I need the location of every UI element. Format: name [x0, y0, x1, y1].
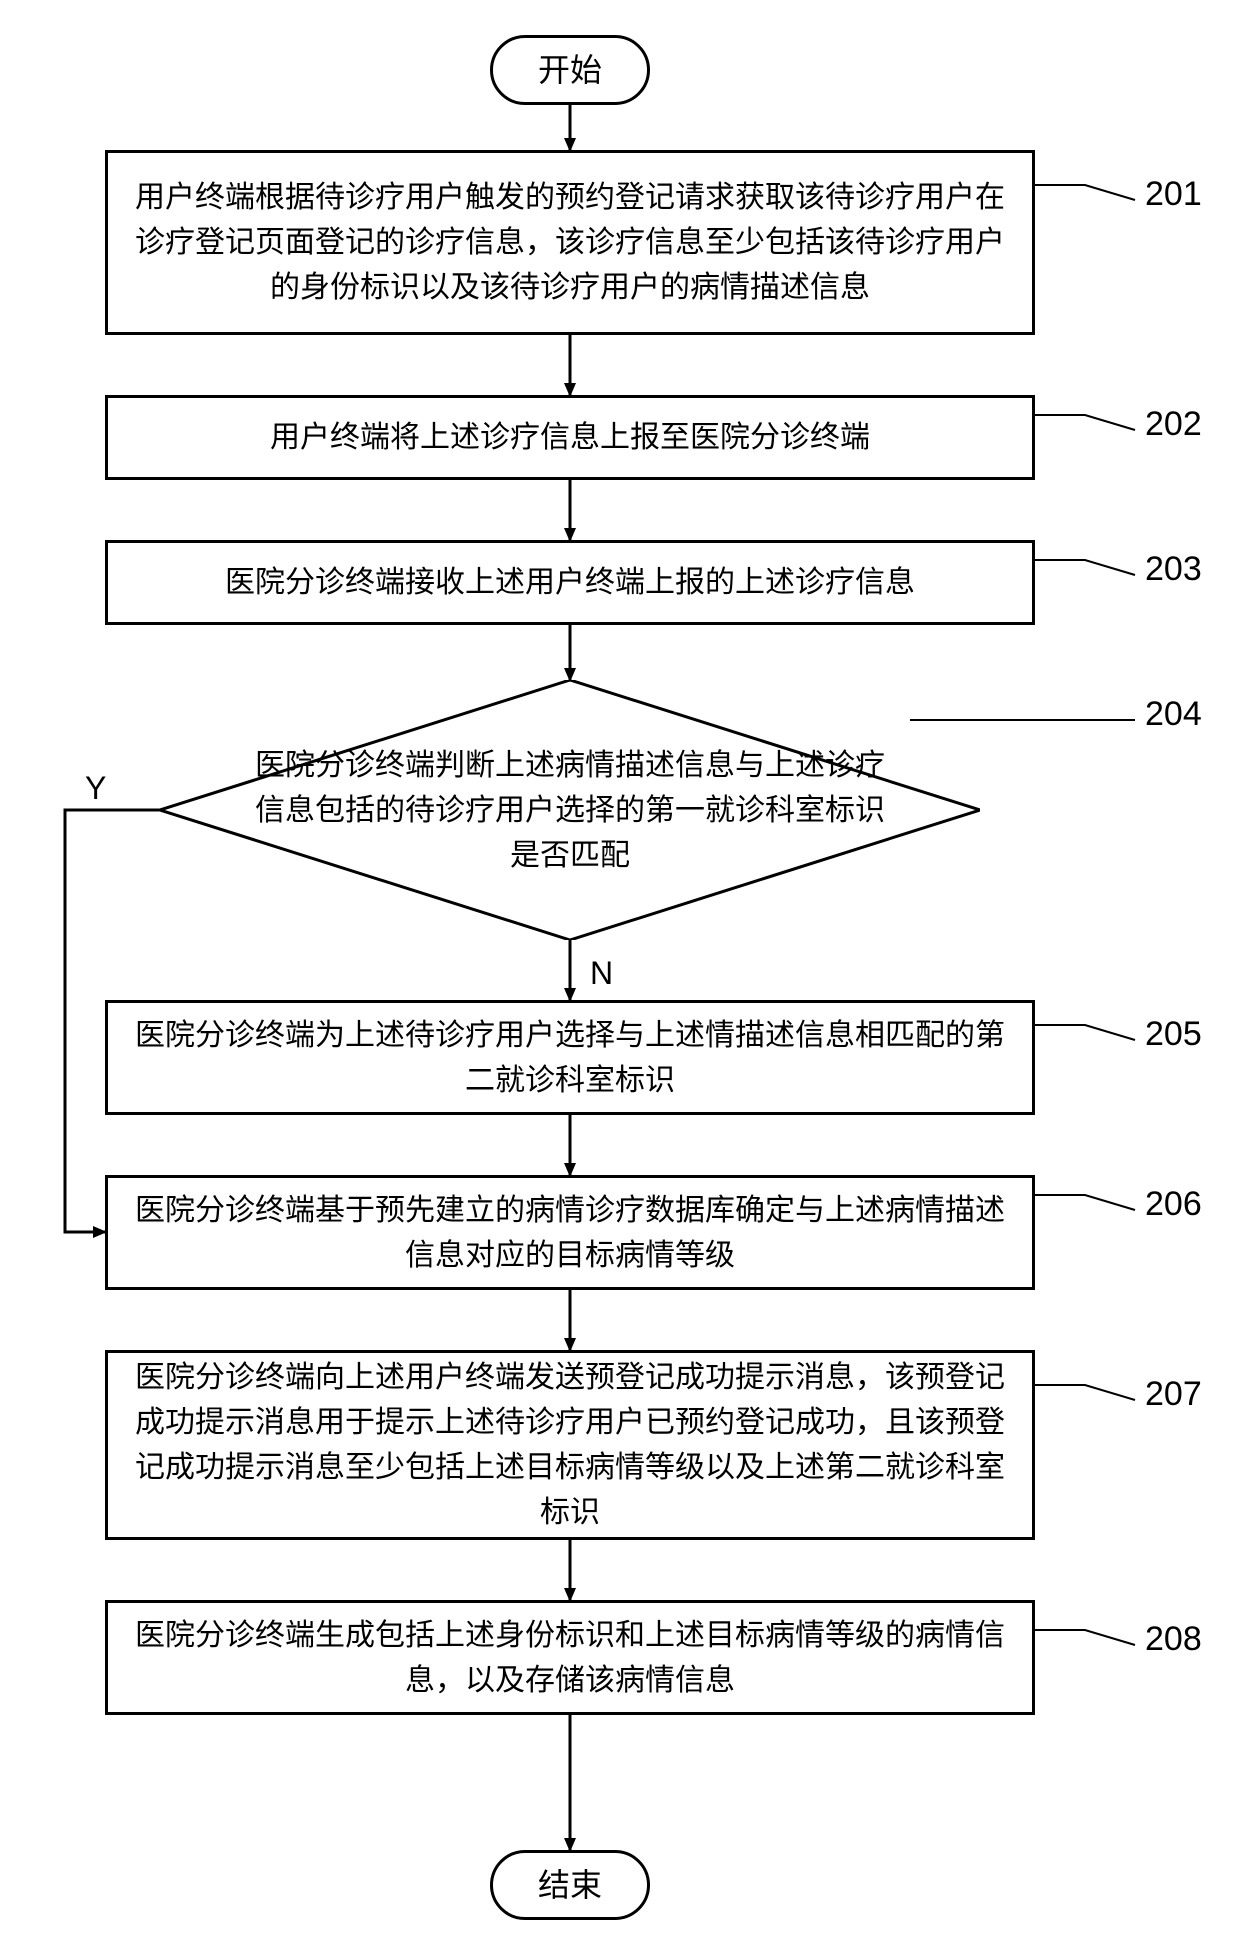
process-207-text: 医院分诊终端向上述用户终端发送预登记成功提示消息，该预登记成功提示消息用于提示上…	[128, 1355, 1012, 1535]
label-204: 204	[1145, 695, 1202, 734]
label-202: 202	[1145, 405, 1202, 444]
label-201: 201	[1145, 175, 1202, 214]
terminal-start-label: 开始	[538, 46, 602, 94]
flowchart-canvas: 开始 结束 用户终端根据待诊疗用户触发的预约登记请求获取该待诊疗用户在诊疗登记页…	[0, 0, 1240, 1955]
process-203-text: 医院分诊终端接收上述用户终端上报的上述诊疗信息	[225, 560, 915, 605]
label-203: 203	[1145, 550, 1202, 589]
process-206: 医院分诊终端基于预先建立的病情诊疗数据库确定与上述病情描述信息对应的目标病情等级	[105, 1175, 1035, 1290]
process-201: 用户终端根据待诊疗用户触发的预约登记请求获取该待诊疗用户在诊疗登记页面登记的诊疗…	[105, 150, 1035, 335]
process-201-text: 用户终端根据待诊疗用户触发的预约登记请求获取该待诊疗用户在诊疗登记页面登记的诊疗…	[128, 175, 1012, 310]
process-202-text: 用户终端将上述诊疗信息上报至医院分诊终端	[270, 415, 870, 460]
branch-yes: Y	[85, 770, 106, 807]
process-205: 医院分诊终端为上述待诊疗用户选择与上述情描述信息相匹配的第二就诊科室标识	[105, 1000, 1035, 1115]
process-202: 用户终端将上述诊疗信息上报至医院分诊终端	[105, 395, 1035, 480]
label-206: 206	[1145, 1185, 1202, 1224]
branch-no: N	[590, 955, 613, 992]
process-207: 医院分诊终端向上述用户终端发送预登记成功提示消息，该预登记成功提示消息用于提示上…	[105, 1350, 1035, 1540]
process-205-text: 医院分诊终端为上述待诊疗用户选择与上述情描述信息相匹配的第二就诊科室标识	[128, 1013, 1012, 1103]
terminal-start: 开始	[490, 35, 650, 105]
label-207: 207	[1145, 1375, 1202, 1414]
process-203: 医院分诊终端接收上述用户终端上报的上述诊疗信息	[105, 540, 1035, 625]
process-206-text: 医院分诊终端基于预先建立的病情诊疗数据库确定与上述病情描述信息对应的目标病情等级	[128, 1188, 1012, 1278]
terminal-end: 结束	[490, 1850, 650, 1920]
process-208-text: 医院分诊终端生成包括上述身份标识和上述目标病情等级的病情信息，以及存储该病情信息	[128, 1613, 1012, 1703]
decision-204-text: 医院分诊终端判断上述病情描述信息与上述诊疗信息包括的待诊疗用户选择的第一就诊科室…	[250, 743, 890, 878]
process-208: 医院分诊终端生成包括上述身份标识和上述目标病情等级的病情信息，以及存储该病情信息	[105, 1600, 1035, 1715]
label-208: 208	[1145, 1620, 1202, 1659]
decision-204: 医院分诊终端判断上述病情描述信息与上述诊疗信息包括的待诊疗用户选择的第一就诊科室…	[160, 680, 980, 940]
terminal-end-label: 结束	[538, 1861, 602, 1909]
label-205: 205	[1145, 1015, 1202, 1054]
